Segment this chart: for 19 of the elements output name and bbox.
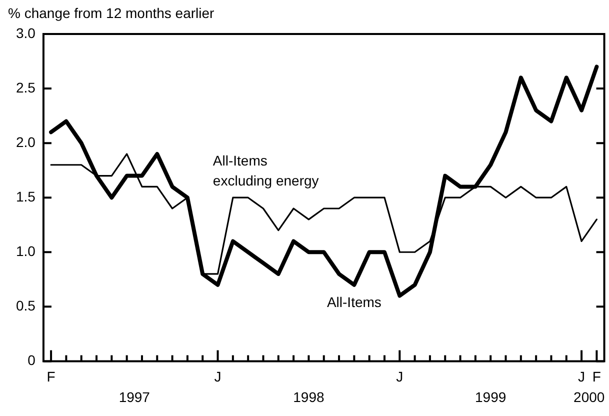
- y-tick-label: 0.5: [16, 298, 36, 314]
- x-tick-label: J: [214, 368, 222, 384]
- y-tick-label: 3.0: [16, 24, 36, 41]
- y-tick-label: 1.0: [16, 242, 36, 259]
- series-label: All-Items: [326, 294, 382, 310]
- y-tick-label: 2.0: [16, 134, 36, 150]
- y-tick-label: 2.5: [16, 79, 36, 96]
- text: 1999: [475, 389, 506, 406]
- y-tick-label: 1.5: [16, 188, 36, 204]
- x-tick-label: J: [578, 368, 586, 384]
- y-axis-title: % change from 12 months earlier: [8, 5, 215, 21]
- x-tick-label: F: [46, 368, 56, 384]
- text: 2000: [574, 389, 605, 406]
- y-tick-label: 0: [28, 352, 36, 368]
- x-tick-label: F: [592, 368, 601, 384]
- series-label: All-Items excluding energy: [212, 152, 319, 189]
- text: 1997: [118, 389, 150, 406]
- x-tick-label: J: [396, 368, 404, 384]
- text: 1998: [293, 389, 324, 406]
